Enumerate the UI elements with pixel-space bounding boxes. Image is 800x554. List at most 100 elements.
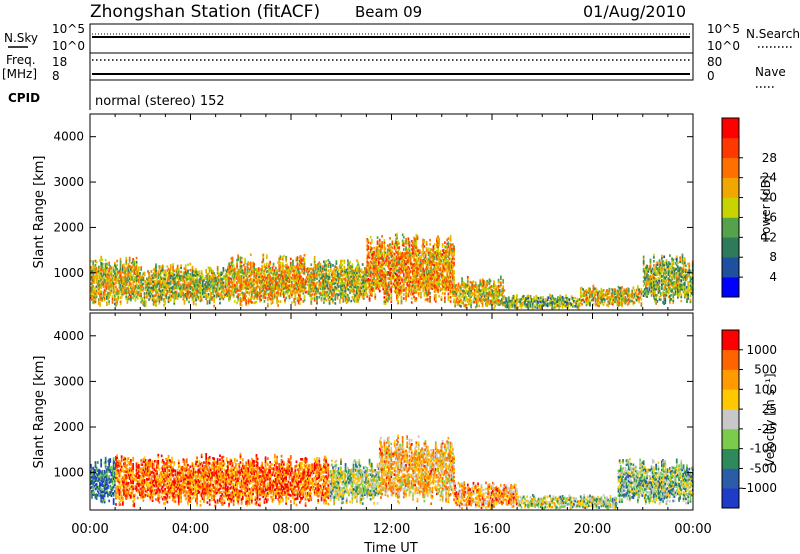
- scatter-cell: [388, 285, 390, 288]
- scatter-cell: [343, 294, 346, 297]
- scatter-cell: [370, 239, 373, 242]
- scatter-cell: [199, 285, 202, 288]
- scatter-cell: [453, 251, 455, 255]
- scatter-cell: [488, 290, 491, 294]
- scatter-cell: [237, 278, 240, 282]
- scatter-cell: [374, 281, 377, 284]
- scatter-cell: [400, 279, 403, 282]
- scatter-cell: [327, 293, 330, 297]
- scatter-cell: [361, 263, 364, 266]
- scatter-cell: [449, 290, 452, 293]
- scatter-cell: [100, 274, 103, 277]
- scatter-cell: [198, 282, 201, 286]
- scatter-cell: [447, 268, 450, 271]
- scatter-cell: [175, 296, 178, 300]
- scatter-cell: [172, 287, 174, 291]
- scatter-cell: [380, 269, 382, 272]
- scatter-cell: [383, 290, 386, 293]
- scatter-cell: [221, 284, 224, 287]
- scatter-cell: [271, 295, 274, 298]
- scatter-cell: [227, 288, 229, 291]
- scatter-cell: [128, 264, 131, 268]
- scatter-cell: [374, 285, 377, 288]
- scatter-cell: [375, 260, 378, 263]
- scatter-cell: [450, 266, 453, 269]
- scatter-cell: [262, 284, 265, 287]
- scatter-cell: [434, 296, 437, 299]
- scatter-cell: [334, 285, 337, 289]
- scatter-cell: [118, 271, 121, 275]
- scatter-cell: [494, 288, 497, 292]
- scatter-cell: [280, 270, 283, 274]
- scatter-cell: [334, 273, 337, 277]
- scatter-cell: [189, 277, 192, 280]
- scatter-cell: [425, 275, 428, 279]
- scatter-cell: [143, 273, 146, 277]
- scatter-cell: [478, 288, 481, 291]
- scatter-cell: [357, 269, 359, 273]
- scatter-cell: [367, 280, 370, 283]
- scatter-cell: [336, 266, 339, 270]
- scatter-cell: [490, 293, 493, 296]
- scatter-cell: [390, 271, 393, 275]
- scatter-cell: [418, 278, 421, 281]
- scatter-cell: [497, 303, 500, 306]
- scatter-cell: [321, 287, 324, 291]
- scatter-cell: [309, 275, 312, 279]
- scatter-cell: [317, 265, 320, 268]
- scatter-cell: [206, 295, 209, 299]
- scatter-cell: [313, 270, 316, 273]
- scatter-cell: [328, 261, 331, 264]
- scatter-cell: [325, 272, 328, 275]
- scatter-cell: [438, 276, 441, 280]
- scatter-cell: [93, 279, 96, 282]
- scatter-cell: [454, 290, 457, 294]
- scatter-cell: [244, 284, 246, 287]
- scatter-cell: [381, 269, 383, 273]
- scatter-cell: [420, 295, 422, 299]
- scatter-cell: [381, 265, 383, 269]
- scatter-cell: [316, 297, 318, 301]
- scatter-cell: [253, 291, 256, 294]
- scatter-cell: [160, 283, 163, 287]
- scatter-cell: [470, 285, 473, 288]
- scatter-cell: [125, 277, 128, 280]
- scatter-cell: [332, 278, 334, 281]
- power-data: [90, 232, 694, 310]
- scatter-cell: [372, 258, 374, 262]
- scatter-cell: [277, 289, 280, 293]
- scatter-cell: [441, 288, 444, 291]
- scatter-cell: [267, 302, 269, 306]
- scatter-cell: [550, 297, 552, 300]
- scatter-cell: [262, 276, 265, 279]
- scatter-cell: [94, 274, 97, 277]
- scatter-cell: [168, 273, 171, 276]
- scatter-cell: [224, 287, 227, 290]
- scatter-cell: [198, 272, 201, 275]
- scatter-cell: [174, 286, 177, 290]
- scatter-cell: [372, 252, 374, 256]
- scatter-cell: [291, 291, 293, 294]
- scatter-cell: [315, 264, 317, 267]
- scatter-cell: [442, 275, 445, 278]
- scatter-cell: [358, 297, 361, 300]
- scatter-cell: [426, 261, 429, 264]
- scatter-cell: [209, 293, 212, 297]
- scatter-cell: [449, 261, 452, 264]
- scatter-cell: [455, 292, 458, 295]
- scatter-cell: [425, 271, 428, 275]
- scatter-cell: [300, 287, 302, 291]
- scatter-cell: [344, 281, 347, 284]
- scatter-cell: [382, 263, 385, 266]
- scatter-cell: [348, 276, 350, 279]
- scatter-cell: [457, 300, 460, 304]
- scatter-cell: [299, 283, 301, 287]
- scatter-cell: [235, 286, 237, 290]
- scatter-cell: [163, 273, 165, 276]
- scatter-cell: [247, 263, 250, 266]
- scatter-cell: [473, 292, 476, 296]
- scatter-cell: [119, 265, 122, 269]
- scatter-cell: [498, 299, 501, 302]
- scatter-cell: [201, 276, 204, 279]
- scatter-cell: [239, 274, 242, 278]
